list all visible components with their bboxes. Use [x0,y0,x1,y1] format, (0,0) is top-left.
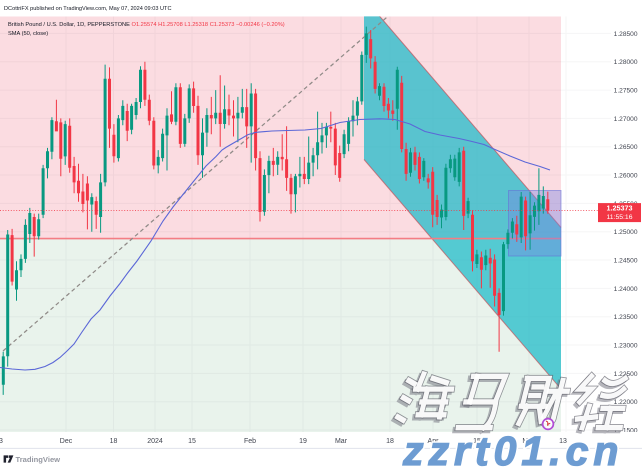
svg-text:zzrt01.cn: zzrt01.cn [402,428,623,468]
svg-text:18: 18 [386,438,394,445]
svg-text:3: 3 [0,438,3,445]
svg-text:Mar: Mar [335,438,348,445]
svg-text:1.25373: 1.25373 [607,203,633,212]
svg-text:1.28000: 1.28000 [614,59,638,66]
svg-text:zzrt01.cn: zzrt01.cn [402,428,623,468]
svg-text:1.25000: 1.25000 [614,229,638,236]
svg-text:1.23500: 1.23500 [614,314,638,321]
svg-text:18: 18 [110,438,118,445]
svg-text:1.22000: 1.22000 [614,399,638,406]
svg-text:TradingView: TradingView [16,455,61,464]
svg-text:1.26000: 1.26000 [614,172,638,179]
svg-text:1.24000: 1.24000 [614,286,638,293]
svg-text:1.23000: 1.23000 [614,342,638,349]
svg-text:SMA (50, close): SMA (50, close) [8,31,48,37]
svg-text:11:55:16: 11:55:16 [607,214,633,221]
svg-text:Apr: Apr [428,438,440,445]
svg-text:15: 15 [473,438,481,445]
svg-text:19: 19 [299,438,307,445]
svg-text:1.28500: 1.28500 [614,31,638,38]
svg-text:2024: 2024 [147,438,163,445]
svg-text:1.27000: 1.27000 [614,116,638,123]
svg-text:1.21500: 1.21500 [614,427,638,434]
svg-text:1.26500: 1.26500 [614,144,638,151]
svg-text:May: May [522,438,536,445]
svg-text:Dec: Dec [60,438,73,445]
svg-text:1.24500: 1.24500 [614,257,638,264]
svg-text:1.27500: 1.27500 [614,88,638,95]
svg-text:15: 15 [188,438,196,445]
svg-text:13: 13 [559,438,567,445]
svg-text:British Pound / U.S. Dollar, 1: British Pound / U.S. Dollar, 1D, PEPPERS… [8,22,285,28]
svg-text:Feb: Feb [244,438,256,445]
svg-text:DCottriFX published on Trading: DCottriFX published on TradingView.com, … [4,6,171,12]
